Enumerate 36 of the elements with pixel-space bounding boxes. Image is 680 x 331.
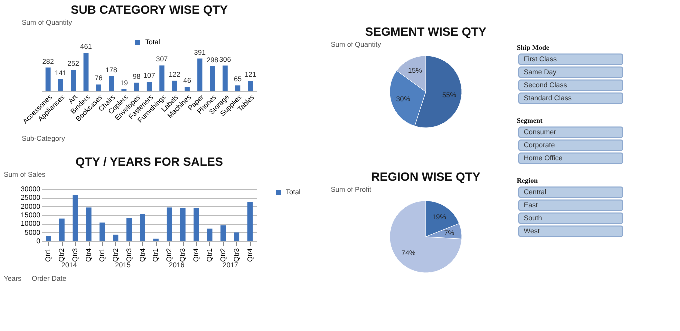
bar <box>236 86 241 91</box>
bar <box>194 208 200 241</box>
bar <box>207 228 213 241</box>
bar <box>220 226 226 241</box>
bar <box>248 202 253 241</box>
bar <box>134 82 140 91</box>
bar <box>72 195 78 241</box>
bar <box>100 222 106 241</box>
bar <box>234 232 240 241</box>
bar <box>96 84 102 91</box>
chart-title: SEGMENT WISE QTY <box>365 25 487 39</box>
bar <box>198 58 203 91</box>
bar <box>86 208 92 241</box>
bar <box>109 76 114 91</box>
chart-title: QTY / YEARS FOR SALES <box>76 155 224 169</box>
bar <box>84 53 89 91</box>
chart-title: SUB CATEGORY WISE QTY <box>70 3 228 17</box>
chart-title: REGION WISE QTY <box>371 170 481 184</box>
pie-slice <box>390 200 462 274</box>
bar <box>210 66 216 91</box>
bar <box>71 70 76 91</box>
bar <box>160 66 165 91</box>
bar <box>140 214 146 241</box>
bar <box>184 87 190 91</box>
bar <box>59 218 65 241</box>
bar <box>46 236 52 241</box>
bar <box>58 79 64 91</box>
bar <box>113 234 119 241</box>
bar <box>222 66 228 91</box>
bar <box>46 68 51 91</box>
bar <box>166 208 172 241</box>
bar <box>180 208 186 241</box>
bar <box>126 218 132 241</box>
bar <box>248 81 254 91</box>
bar <box>146 82 152 91</box>
bar <box>172 80 178 91</box>
